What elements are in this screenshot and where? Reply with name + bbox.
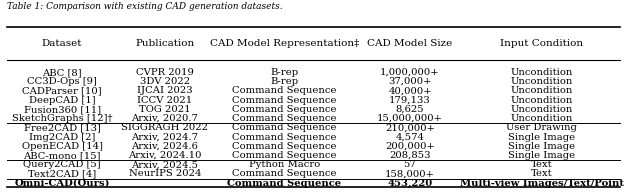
Text: B-rep: B-rep <box>270 68 298 77</box>
Text: Arxiv, 2024.7: Arxiv, 2024.7 <box>131 133 198 142</box>
Text: Command Sequence: Command Sequence <box>232 142 337 151</box>
Text: Uncondition: Uncondition <box>511 114 573 123</box>
Text: Command Sequence: Command Sequence <box>232 133 337 142</box>
Text: Dataset: Dataset <box>42 39 83 48</box>
Text: OpenECAD [14]: OpenECAD [14] <box>22 142 102 151</box>
Text: Text: Text <box>531 160 552 169</box>
Text: Uncondition: Uncondition <box>511 86 573 95</box>
Text: B-rep: B-rep <box>270 77 298 86</box>
Text: 3DV 2022: 3DV 2022 <box>140 77 190 86</box>
Text: Publication: Publication <box>135 39 195 48</box>
Text: ABC [8]: ABC [8] <box>42 68 82 77</box>
Text: 208,853: 208,853 <box>389 151 431 160</box>
Text: TOG 2021: TOG 2021 <box>139 105 191 114</box>
Text: SIGGRAGH 2022: SIGGRAGH 2022 <box>122 123 208 132</box>
Text: 210,000+: 210,000+ <box>385 123 435 132</box>
Text: Text2CAD [4]: Text2CAD [4] <box>28 169 96 178</box>
Text: Fusion360 [11]: Fusion360 [11] <box>24 105 100 114</box>
Text: 4,574: 4,574 <box>396 133 424 142</box>
Text: CADParser [10]: CADParser [10] <box>22 86 102 95</box>
Text: Command Sequence: Command Sequence <box>232 151 337 160</box>
Text: Command Sequence: Command Sequence <box>232 169 337 178</box>
Text: Text: Text <box>531 169 552 178</box>
Text: User Drawing: User Drawing <box>506 123 577 132</box>
Text: 8,625: 8,625 <box>396 105 424 114</box>
Text: Free2CAD [13]: Free2CAD [13] <box>24 123 100 132</box>
Text: CC3D-Ops [9]: CC3D-Ops [9] <box>28 77 97 86</box>
Text: Uncondition: Uncondition <box>511 77 573 86</box>
Text: Omni-CAD(Ours): Omni-CAD(Ours) <box>15 179 110 188</box>
Text: 179,133: 179,133 <box>389 96 431 105</box>
Text: Input Condition: Input Condition <box>500 39 583 48</box>
Text: Query2CAD [5]: Query2CAD [5] <box>23 160 101 169</box>
Text: 40,000+: 40,000+ <box>388 86 432 95</box>
Text: CAD Model Representation‡: CAD Model Representation‡ <box>210 39 359 48</box>
Text: DeepCAD [1]: DeepCAD [1] <box>29 96 95 105</box>
Text: Single Image: Single Image <box>508 151 575 160</box>
Text: Arxiv, 2024.5: Arxiv, 2024.5 <box>131 160 198 169</box>
Text: 1,000,000+: 1,000,000+ <box>380 68 440 77</box>
Text: Command Sequence: Command Sequence <box>232 96 337 105</box>
Text: Uncondition: Uncondition <box>511 68 573 77</box>
Text: 37,000+: 37,000+ <box>388 77 431 86</box>
Text: Command Sequence: Command Sequence <box>232 114 337 123</box>
Text: Command Sequence: Command Sequence <box>227 179 341 188</box>
Text: Arxiv, 2024.10: Arxiv, 2024.10 <box>128 151 202 160</box>
Text: Command Sequence: Command Sequence <box>232 86 337 95</box>
Text: SketchGraphs [12]†: SketchGraphs [12]† <box>12 114 113 123</box>
Text: Python Macro: Python Macro <box>249 160 320 169</box>
Text: Single Image: Single Image <box>508 133 575 142</box>
Text: Arxiv, 2020.7: Arxiv, 2020.7 <box>131 114 198 123</box>
Text: 200,000+: 200,000+ <box>385 142 435 151</box>
Text: Command Sequence: Command Sequence <box>232 123 337 132</box>
Text: 57: 57 <box>404 160 417 169</box>
Text: 15,000,000+: 15,000,000+ <box>377 114 443 123</box>
Text: 453,220: 453,220 <box>387 179 433 188</box>
Text: Single Image: Single Image <box>508 142 575 151</box>
Text: Uncondition: Uncondition <box>511 96 573 105</box>
Text: NeurIPS 2024: NeurIPS 2024 <box>129 169 201 178</box>
Text: Uncondition: Uncondition <box>511 105 573 114</box>
Text: ABC-mono [15]: ABC-mono [15] <box>24 151 101 160</box>
Text: Command Sequence: Command Sequence <box>232 105 337 114</box>
Text: IJCAI 2023: IJCAI 2023 <box>137 86 193 95</box>
Text: ICCV 2021: ICCV 2021 <box>137 96 193 105</box>
Text: Img2CAD [2]: Img2CAD [2] <box>29 133 95 142</box>
Text: Multi-view Images/Text/Point: Multi-view Images/Text/Point <box>460 179 624 188</box>
Text: 158,000+: 158,000+ <box>385 169 435 178</box>
Text: CAD Model Size: CAD Model Size <box>367 39 452 48</box>
Text: Table 1: Comparison with existing CAD generation datasets.: Table 1: Comparison with existing CAD ge… <box>7 2 283 11</box>
Text: CVPR 2019: CVPR 2019 <box>136 68 194 77</box>
Text: Arxiv, 2024.6: Arxiv, 2024.6 <box>131 142 198 151</box>
